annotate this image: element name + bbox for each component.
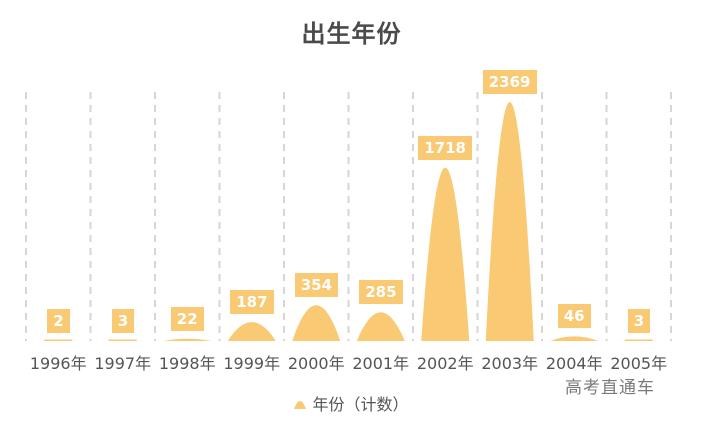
x-axis-label: 2001年	[352, 354, 410, 373]
value-label: 46	[557, 304, 591, 329]
peak-bar[interactable]	[227, 322, 276, 341]
x-axis-label: 2000年	[287, 354, 345, 373]
value-label: 2	[47, 308, 70, 333]
x-axis-labels: 1996年 1997年 1998年 1999年 2000年 2001年 2002年 2003年…	[0, 350, 703, 376]
peak-bar[interactable]	[163, 338, 212, 341]
x-axis-label: 1997年	[94, 354, 152, 373]
triangle-peak-icon	[294, 401, 307, 409]
value-label: 2369	[482, 70, 537, 94]
value-label: 187	[230, 290, 274, 315]
x-axis-label: 2004年	[545, 354, 603, 373]
legend[interactable]: 年份（计数）	[0, 391, 703, 415]
chart-title: 出生年份	[301, 20, 402, 48]
watermark: 高考直通车	[565, 378, 655, 398]
value-label: 285	[359, 280, 403, 305]
value-label: 354	[294, 273, 339, 298]
peak-bar[interactable]	[356, 312, 405, 341]
legend-label: 年份（计数）	[312, 395, 409, 414]
peak-bar[interactable]	[292, 305, 341, 341]
vertical-gridlines	[25, 92, 672, 341]
x-axis-label: 1998年	[158, 354, 216, 373]
value-label: 3	[111, 308, 135, 333]
value-label: 22	[170, 306, 204, 331]
x-axis-label: 2002年	[416, 354, 474, 373]
x-axis-label: 1996年	[29, 354, 87, 373]
x-axis-label: 1999年	[223, 354, 281, 373]
peak-bar[interactable]	[550, 336, 599, 341]
peak-bars	[34, 102, 663, 341]
x-axis-label: 2005年	[610, 354, 668, 373]
value-label: 1718	[418, 135, 472, 160]
peak-bar[interactable]	[421, 167, 470, 341]
peak-bar[interactable]	[485, 102, 534, 341]
x-axis-label: 2003年	[481, 354, 539, 373]
value-label: 3	[627, 308, 651, 333]
